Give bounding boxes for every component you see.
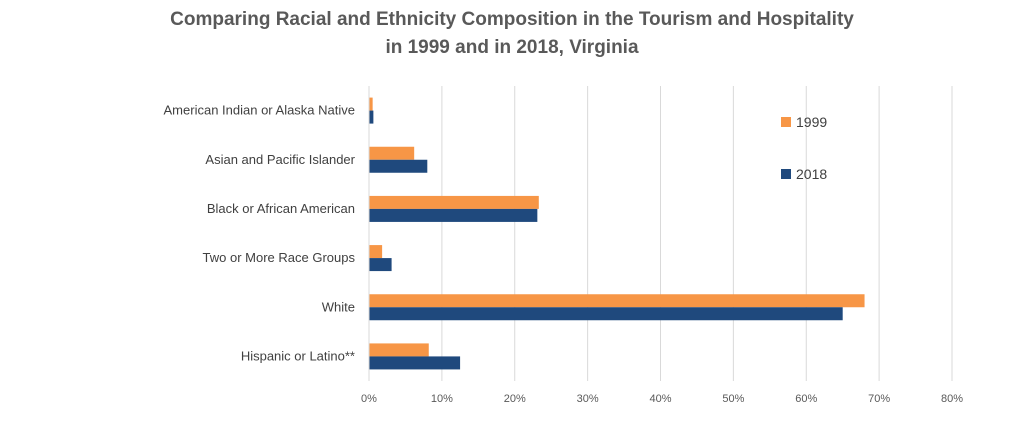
x-tick-label: 50%	[722, 393, 744, 405]
category-labels: American Indian or Alaska Native Asian an…	[164, 103, 356, 364]
bar-1999-1	[369, 97, 373, 111]
bar-1999-3	[369, 195, 539, 209]
bar-1999-5	[369, 294, 865, 308]
x-tick-label: 70%	[868, 393, 890, 405]
bar-2018-6	[369, 356, 461, 370]
x-tick-label: 20%	[504, 393, 526, 405]
x-tick-label: 60%	[795, 393, 817, 405]
category-label: White	[322, 299, 355, 314]
bar-1999-6	[369, 343, 429, 357]
chart-title-line-1: Comparing Racial and Ethnicity Compositi…	[170, 9, 854, 30]
legend-label-2018: 2018	[796, 166, 827, 182]
x-tick-label: 0%	[361, 393, 377, 405]
x-tick-label: 30%	[577, 393, 599, 405]
bar-2018-4	[369, 258, 392, 272]
category-label: Hispanic or Latino**	[241, 348, 355, 363]
category-label: Asian and Pacific Islander	[205, 152, 355, 167]
bar-2018-3	[369, 208, 538, 222]
bar-2018-1	[369, 110, 374, 124]
x-tick-label: 80%	[941, 393, 963, 405]
legend-swatch-2018	[781, 169, 791, 179]
chart-title-line-2: in 1999 and in 2018, Virginia	[385, 37, 639, 58]
x-axis-tick-labels: 0% 10% 20% 30% 40% 50% 60% 70% 80%	[361, 393, 963, 405]
category-label: American Indian or Alaska Native	[164, 103, 355, 118]
bar-1999-4	[369, 245, 383, 259]
x-tick-label: 10%	[431, 393, 453, 405]
bar-2018-5	[369, 307, 843, 321]
bar-2018-2	[369, 159, 428, 173]
x-tick-label: 40%	[649, 393, 671, 405]
legend: 1999 2018	[781, 114, 827, 182]
category-label: Black or African American	[207, 201, 355, 216]
bars	[369, 97, 865, 370]
category-label: Two or More Race Groups	[203, 250, 356, 265]
legend-label-1999: 1999	[796, 114, 827, 130]
bar-1999-2	[369, 146, 415, 160]
gridlines	[441, 86, 953, 381]
legend-swatch-1999	[781, 117, 791, 127]
